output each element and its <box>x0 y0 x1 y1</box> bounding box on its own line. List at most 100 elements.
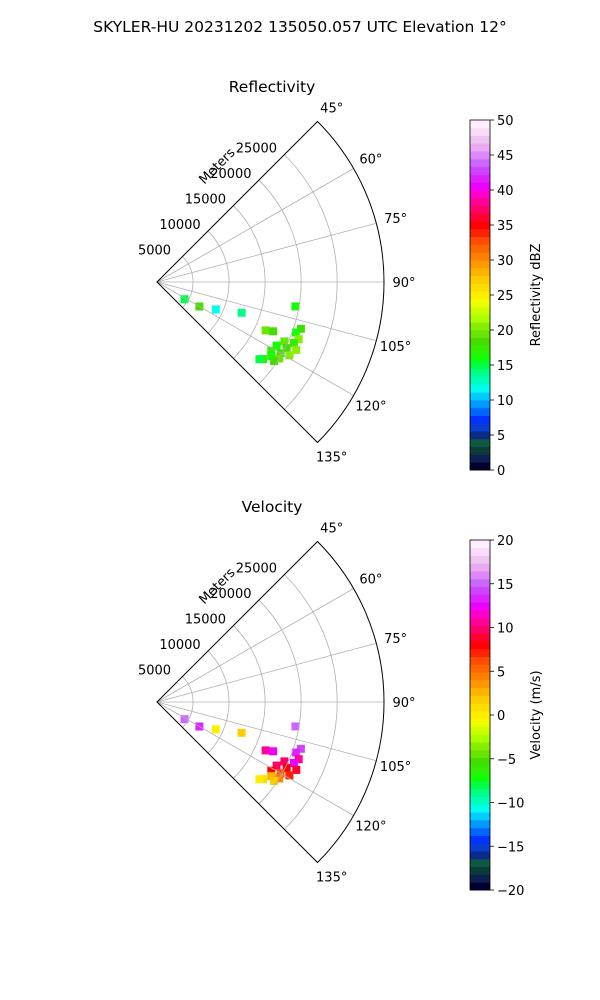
reflectivity-colorbar-bin-30 <box>470 228 490 238</box>
reflectivity-colorbar-tick-0: 0 <box>497 464 505 479</box>
reflectivity-colorbar-bin-4 <box>470 431 490 440</box>
velocity-azimuth-tick-3: 90° <box>392 696 415 711</box>
velocity-colorbar-bin-0 <box>470 882 490 891</box>
velocity-colorbar-bin-16 <box>470 757 490 766</box>
reflectivity-colorbar-tick-8: 40 <box>497 184 514 199</box>
reflectivity-title: Reflectivity <box>229 78 316 96</box>
velocity-echo-13 <box>270 777 279 785</box>
reflectivity-colorbar-bin-43 <box>470 127 490 136</box>
reflectivity-echo-20 <box>211 305 220 314</box>
velocity-colorbar-bin-31 <box>470 641 490 650</box>
reflectivity-colorbar-bin-25 <box>470 267 490 276</box>
reflectivity-colorbar-tick-7: 35 <box>497 219 514 234</box>
velocity-colorbar-bin-34 <box>470 617 490 626</box>
reflectivity-echo-19 <box>237 308 246 317</box>
reflectivity-colorbar-bin-36 <box>470 182 490 191</box>
reflectivity-colorbar-bin-1 <box>470 454 490 463</box>
reflectivity-colorbar-bin-35 <box>470 190 490 199</box>
velocity-range-tick-3: 20000 <box>210 587 251 602</box>
velocity-range-tick-0: 5000 <box>138 664 171 679</box>
reflectivity-echo-10 <box>267 346 276 355</box>
velocity-colorbar-bin-33 <box>470 625 490 634</box>
velocity-echo-17 <box>269 747 278 756</box>
reflectivity-range-tick-1: 10000 <box>159 218 200 233</box>
reflectivity-colorbar-bin-44 <box>470 120 490 129</box>
velocity-colorbar-bin-27 <box>470 672 490 681</box>
velocity-colorbar-bin-37 <box>470 594 490 603</box>
reflectivity-azimuth-tick-1: 60° <box>359 153 382 168</box>
velocity-colorbar-tick-6: 10 <box>497 622 514 637</box>
velocity-echo-5 <box>292 765 301 774</box>
velocity-colorbar-bin-2 <box>470 866 490 875</box>
velocity-colorbar-tick-5: 5 <box>497 665 505 680</box>
reflectivity-echo-16 <box>261 326 270 335</box>
velocity-colorbar-bin-12 <box>470 788 490 798</box>
reflectivity-echo-0 <box>296 324 305 333</box>
reflectivity-colorbar-bin-14 <box>470 353 490 362</box>
reflectivity-colorbar-bin-6 <box>470 415 490 424</box>
velocity-title: Velocity <box>242 498 303 516</box>
reflectivity-colorbar-bin-40 <box>470 151 490 160</box>
reflectivity-colorbar-tick-4: 20 <box>497 324 514 339</box>
reflectivity-colorbar-bin-38 <box>470 166 490 175</box>
velocity-echo-19 <box>237 728 246 737</box>
velocity-azimuth-tick-0: 45° <box>320 521 343 536</box>
reflectivity-echo-3 <box>289 339 298 347</box>
reflectivity-colorbar-bin-41 <box>470 143 490 152</box>
velocity-colorbar-bin-39 <box>470 578 490 588</box>
velocity-colorbar-bin-36 <box>470 602 490 611</box>
velocity-colorbar-bin-18 <box>470 742 490 751</box>
velocity-echo-3 <box>289 759 298 767</box>
reflectivity-azimuth-tick-6: 135° <box>316 451 347 466</box>
reflectivity-echo-17 <box>269 327 278 336</box>
reflectivity-colorbar-bin-26 <box>470 260 490 269</box>
reflectivity-range-tick-3: 20000 <box>210 167 251 182</box>
reflectivity-colorbar-tick-3: 15 <box>497 359 514 374</box>
reflectivity-colorbar-bin-18 <box>470 322 490 331</box>
reflectivity-range-tick-0: 5000 <box>138 244 171 259</box>
reflectivity-colorbar-bin-13 <box>470 361 490 370</box>
reflectivity-colorbar-bin-20 <box>470 306 490 315</box>
reflectivity-azimuth-gridline-2 <box>156 222 377 283</box>
reflectivity-colorbar-bin-32 <box>470 213 490 222</box>
velocity-colorbar-bin-10 <box>470 804 490 813</box>
reflectivity-echo-18 <box>291 302 300 311</box>
velocity-colorbar-bin-5 <box>470 843 490 852</box>
reflectivity-azimuth-tick-4: 105° <box>380 340 411 355</box>
velocity-colorbar-bin-32 <box>470 633 490 642</box>
reflectivity-sector-outline <box>156 120 385 444</box>
reflectivity-range-tick-4: 25000 <box>236 142 277 157</box>
velocity-colorbar-bin-15 <box>470 765 490 774</box>
reflectivity-echo-6 <box>282 344 291 353</box>
reflectivity-colorbar-bin-21 <box>470 298 490 308</box>
reflectivity-colorbar-tick-1: 5 <box>497 429 505 444</box>
velocity-echo-1 <box>291 748 300 757</box>
velocity-colorbar-bin-7 <box>470 827 490 836</box>
reflectivity-azimuth-gridline-4 <box>156 281 377 342</box>
velocity-azimuth-gridline-1 <box>156 588 354 703</box>
velocity-echo-4 <box>280 757 289 766</box>
velocity-azimuth-gridline-5 <box>156 701 354 816</box>
velocity-colorbar-bin-4 <box>470 851 490 860</box>
velocity-colorbar-bin-35 <box>470 610 490 619</box>
reflectivity-colorbar-bin-17 <box>470 330 490 339</box>
velocity-echo-12 <box>267 772 276 781</box>
velocity-azimuth-tick-4: 105° <box>380 760 411 775</box>
velocity-colorbar-bin-42 <box>470 555 490 564</box>
reflectivity-echo-12 <box>267 352 276 361</box>
velocity-colorbar-bin-24 <box>470 695 490 704</box>
velocity-azimuth-tick-6: 135° <box>316 871 347 886</box>
figure-title: SKYLER-HU 20231202 135050.057 UTC Elevat… <box>93 18 507 36</box>
velocity-colorbar-label: Velocity (m/s) <box>529 670 544 759</box>
reflectivity-colorbar-bin-27 <box>470 252 490 261</box>
velocity-range-tick-1: 10000 <box>159 638 200 653</box>
velocity-colorbar-bin-40 <box>470 571 490 580</box>
velocity-colorbar-bin-30 <box>470 648 490 658</box>
velocity-colorbar-tick-1: −15 <box>497 840 524 855</box>
reflectivity-colorbar-bin-0 <box>470 462 490 471</box>
reflectivity-colorbar-tick-10: 50 <box>497 114 514 129</box>
velocity-colorbar-bin-1 <box>470 874 490 883</box>
reflectivity-colorbar-bin-24 <box>470 275 490 284</box>
velocity-echo-10 <box>267 766 276 775</box>
velocity-colorbar-bin-9 <box>470 812 490 821</box>
